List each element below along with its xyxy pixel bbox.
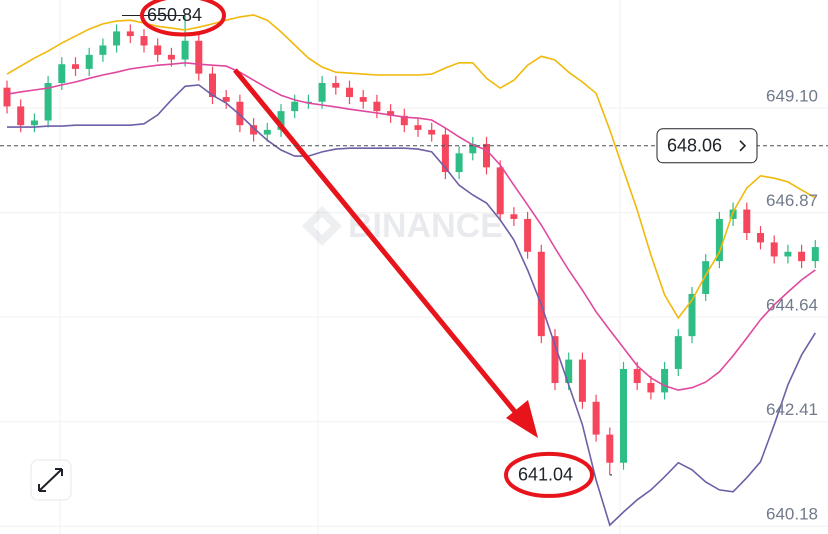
y-tick-label: 646.87 <box>766 191 818 210</box>
candle-body <box>222 97 230 102</box>
trend-arrowhead <box>506 400 538 438</box>
candle-body <box>181 40 189 60</box>
candle-body <box>620 368 627 463</box>
candle-body <box>277 111 285 130</box>
candle-body <box>441 134 449 173</box>
candle-body <box>688 293 696 337</box>
candle-body <box>140 36 148 46</box>
candle-body <box>113 31 121 46</box>
y-tick-label: 644.64 <box>766 296 818 315</box>
candle-body <box>17 106 25 126</box>
candle-body <box>496 167 504 215</box>
candle-body <box>428 129 436 135</box>
candle-body <box>483 143 490 168</box>
price-tag-box <box>656 128 758 164</box>
candle-body <box>387 111 395 116</box>
candle-body <box>606 434 614 463</box>
candle-body <box>798 251 806 262</box>
candle-body <box>414 125 422 130</box>
candle-body <box>291 101 299 112</box>
y-tick-label: 642.41 <box>766 400 818 419</box>
candle-body <box>524 218 532 252</box>
candle-body <box>195 40 203 74</box>
candle-body <box>565 359 573 384</box>
candle-body <box>578 359 586 402</box>
candle-body <box>167 54 175 60</box>
candle-body <box>209 73 216 98</box>
price-tag[interactable]: 648.06 <box>656 128 758 164</box>
candle-body <box>154 45 162 55</box>
candle-body <box>661 368 669 393</box>
watermark-logo <box>302 206 342 246</box>
candle-body <box>455 153 463 173</box>
candle-body <box>3 87 11 107</box>
y-tick-label: 640.18 <box>766 505 818 524</box>
candle-body <box>85 54 93 69</box>
candle-body <box>346 87 353 98</box>
low-circle <box>504 451 594 498</box>
candle-body <box>373 101 381 112</box>
price-tag-label: 648.06 <box>667 136 722 156</box>
candle-body <box>510 214 518 219</box>
high-circle <box>140 0 226 37</box>
price-tag-chevron <box>739 140 747 152</box>
candle-body <box>44 82 52 121</box>
candle-body <box>469 143 477 154</box>
candle-body <box>784 251 792 257</box>
band-line <box>6 14 816 320</box>
candle-body <box>250 125 258 135</box>
band-line <box>7 84 816 527</box>
candle-body <box>647 383 655 393</box>
candle-body <box>400 115 408 126</box>
y-tick-label: 649.10 <box>766 87 818 106</box>
candle-body <box>743 209 751 234</box>
candle-body <box>332 82 340 88</box>
candle-body <box>99 45 107 55</box>
candle-body <box>757 233 764 243</box>
trend-arrow <box>233 68 522 420</box>
band-line <box>6 61 816 391</box>
candle-body <box>633 368 641 384</box>
candle-body <box>592 401 600 435</box>
candle-body <box>551 336 559 384</box>
candle-body <box>537 251 545 337</box>
candle-body <box>126 31 134 37</box>
high-label: 650.84 <box>147 5 202 25</box>
plot <box>3 14 819 527</box>
candle-body <box>263 129 271 135</box>
candle-body <box>674 336 682 369</box>
candle-body <box>58 64 66 83</box>
candle-body <box>72 64 79 69</box>
candle-body <box>770 242 778 257</box>
expand-button[interactable] <box>30 459 72 501</box>
candle-body <box>30 120 38 126</box>
low-label: 641.04 <box>518 465 573 485</box>
candle-body <box>702 261 710 294</box>
candle-body <box>318 82 326 102</box>
candle-body <box>236 101 244 126</box>
candle-body <box>811 247 819 262</box>
candle-body <box>359 97 367 102</box>
candle-body <box>715 218 723 262</box>
